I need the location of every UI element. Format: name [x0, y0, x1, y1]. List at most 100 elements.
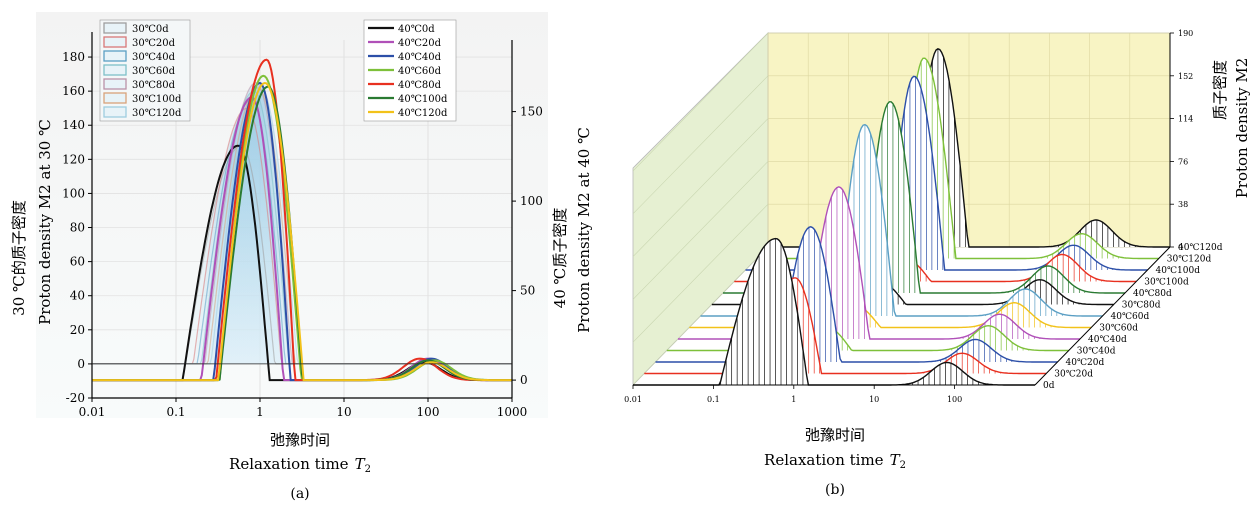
panel-a-xlabel-cn: 弛豫时间 [270, 431, 330, 449]
b-depth-label: 30℃40d [1077, 347, 1116, 357]
panel-a-xlabel-en: Relaxation time T2 [229, 455, 371, 475]
legend-30-swatch [103, 92, 127, 104]
b-x-tick-label: 0.1 [707, 395, 720, 404]
legend-40-label: 40℃0d [398, 24, 435, 35]
side-wall-grid [632, 161, 769, 300]
b-z-tick-label: 0 [1178, 243, 1183, 252]
b-z-tick-label: 152 [1178, 72, 1193, 81]
waterfall-line [644, 277, 1047, 375]
b-depth-axis [1034, 246, 1171, 386]
legend-40-label: 40℃20d [398, 38, 442, 49]
legend-30-swatch [103, 78, 127, 90]
b-depth-label: 0d [1043, 381, 1055, 391]
legend-30-swatch [103, 22, 127, 34]
b-z-tick-label: 38 [1178, 200, 1188, 209]
legend-30-label: 30℃40d [132, 52, 176, 63]
panel-a-xlabel-subscript: 2 [365, 464, 371, 475]
b-depth-label: 30℃80d [1122, 301, 1161, 311]
y-tick-label: 80 [70, 221, 85, 235]
panel-b-waterfall-series [633, 48, 1170, 386]
legend-30-swatch [103, 36, 127, 48]
panel-a: 0.01 0.1 1 10 100 1000 -200204060801001201401… [10, 12, 593, 502]
legend-30-label: 30℃100d [132, 94, 182, 105]
b-z-tick-label: 190 [1178, 29, 1193, 38]
x-tick-label: 0.01 [79, 405, 106, 419]
panel-b-xlabel-en: Relaxation time T2 [764, 451, 906, 471]
panel-b-z-ticks: 0 38 76 114 152 190 [1169, 29, 1193, 252]
panel-a-y-ticks-right: 0 50 100 150 [512, 105, 543, 387]
legend-40-label: 40℃120d [398, 108, 448, 119]
panel-b-zlabel-en: Proton density M2 [1233, 58, 1251, 199]
legend-30-label: 30℃80d [132, 80, 176, 91]
panel-b-x-ticks: 0.01 0.1 1 10 100 [624, 384, 1035, 404]
legend-30-label: 30℃60d [132, 66, 176, 77]
panel-a-axes [91, 32, 513, 399]
legend-30-swatch [103, 50, 127, 62]
waterfall-fill [633, 238, 1035, 385]
panel-a-ylabel-right-cn: 40 ℃质子密度 [551, 208, 569, 309]
b-x-tick-label: 1 [791, 395, 796, 404]
b-depth-label: 40℃100d [1156, 266, 1201, 276]
y-tick-label-right: 100 [520, 194, 543, 208]
panel-a-xlabel-symbol: T [355, 455, 366, 473]
y-tick-label: 120 [62, 152, 85, 166]
legend-40-label: 40℃100d [398, 94, 448, 105]
y-tick-label-right: 50 [520, 284, 535, 298]
waterfall-line [655, 226, 1058, 363]
legend-40-label: 40℃40d [398, 52, 442, 63]
panel-a-ylabel-left-en: Proton density M2 at 30 ℃ [36, 119, 54, 325]
panel-a-xlabel-en-text: Relaxation time [229, 455, 349, 473]
panel-b-xlabel-cn: 弛豫时间 [805, 426, 865, 444]
b-depth-label: 30℃100d [1144, 278, 1189, 288]
b-depth-label: 40℃120d [1178, 243, 1223, 253]
legend-30-label: 30℃120d [132, 108, 182, 119]
x-tick-label: 1000 [497, 405, 528, 419]
y-tick-label: 140 [62, 118, 85, 132]
panel-b-xlabel-subscript: 2 [900, 460, 906, 471]
b-z-tick-label: 76 [1178, 157, 1188, 166]
panel-b-depth-labels: 0d30℃20d40℃20d30℃40d40℃40d30℃60d40℃60d30… [1034, 243, 1223, 391]
legend-30-label: 30℃0d [132, 24, 169, 35]
series-line-40℃120d [92, 81, 512, 382]
side-wall-grid [632, 75, 769, 215]
y-tick-label-right: 0 [520, 373, 528, 387]
side-wall-grid [632, 32, 769, 172]
panel-b-caption: (b) [825, 482, 845, 498]
y-tick-label: 20 [70, 323, 85, 337]
b-depth-label: 30℃20d [1054, 370, 1093, 380]
b-x-tick-label: 10 [869, 395, 879, 404]
y-tick-label: 0 [77, 357, 85, 371]
y-tick-label: 160 [62, 84, 85, 98]
panel-a-ylabel-right-en: Proton density M2 at 40 ℃ [575, 127, 593, 333]
panel-b-gridlines [632, 32, 1171, 386]
b-depth-label: 40℃80d [1133, 289, 1172, 299]
b-x-tick-label: 0.01 [624, 395, 642, 404]
b-depth-label: 30℃60d [1099, 324, 1138, 334]
panel-b-xlabel-en-text: Relaxation time [764, 451, 884, 469]
y-tick-label-right: 150 [520, 105, 543, 119]
panel-a-caption: (a) [290, 486, 309, 502]
panel-a-y-ticks-left: -20 0 20 40 60 80 100 120 140 160 180 [62, 50, 92, 405]
legend-30-swatch [103, 106, 127, 118]
panel-a-x-ticks: 0.01 0.1 1 10 100 1000 [79, 398, 528, 419]
b-depth-label: 40℃40d [1088, 335, 1127, 345]
b-depth-label: 40℃20d [1066, 358, 1105, 368]
b-depth-label: 30℃120d [1167, 255, 1212, 265]
x-tick-label: 0.1 [166, 405, 185, 419]
x-tick-label: 1 [256, 405, 264, 419]
area-fill-30℃0d [92, 145, 512, 364]
panel-b-zlabel-cn: 质子密度 [1211, 60, 1229, 120]
y-tick-label: 180 [62, 50, 85, 64]
legend-30-label: 30℃20d [132, 38, 176, 49]
side-wall-grid [632, 118, 769, 257]
b-depth-label: 40℃60d [1111, 312, 1150, 322]
legend-40-label: 40℃60d [398, 66, 442, 77]
b-z-tick-label: 114 [1178, 115, 1193, 124]
panel-a-series-40 [92, 58, 512, 382]
side-wall-grid [632, 203, 769, 343]
y-tick-label: -20 [66, 391, 85, 405]
panel-a-ylabel-left-cn: 30 ℃的质子密度 [10, 200, 28, 316]
panel-b-xlabel-symbol: T [890, 451, 901, 469]
y-tick-label: 60 [70, 255, 85, 269]
